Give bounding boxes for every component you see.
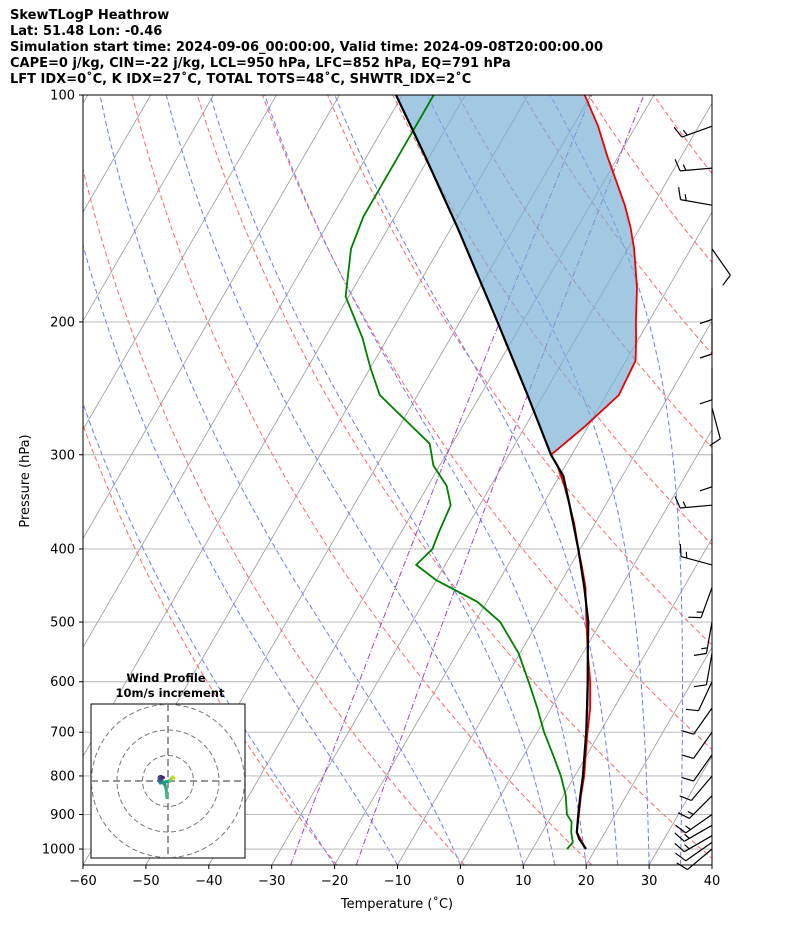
wind-barb — [675, 814, 713, 834]
dry-adiabat — [719, 95, 794, 865]
profile-lines — [344, 95, 638, 850]
x-tick-label: −50 — [132, 874, 159, 889]
cin-area — [396, 95, 637, 849]
wind-barb — [681, 731, 713, 759]
cin-shading — [396, 95, 637, 849]
chart-header: SkewTLogP Heathrow Lat: 51.48 Lon: -0.46… — [10, 8, 603, 88]
mixing-ratio-line — [290, 95, 593, 865]
wind-barb — [676, 848, 713, 871]
location-coordinates: Lat: 51.48 Lon: -0.46 — [10, 24, 163, 39]
hodograph-subtitle: 10m/s increment — [116, 686, 225, 700]
wind-barb — [677, 795, 713, 819]
x-tick-label: 30 — [641, 874, 658, 889]
hodograph-inset: Wind Profile 10m/s increment — [90, 671, 246, 859]
wind-barb — [709, 407, 721, 447]
x-tick-label: 40 — [704, 874, 721, 889]
wind-barb — [681, 707, 713, 735]
wind-barb — [675, 841, 713, 862]
wind-barb — [699, 322, 713, 359]
chart-title: SkewTLogP Heathrow — [10, 8, 170, 23]
wind-barb — [674, 159, 713, 172]
dry-adiabat — [131, 95, 593, 865]
isotherm-line — [522, 537, 712, 865]
isotherm-line — [83, 95, 277, 431]
wind-barb — [688, 587, 713, 619]
isotherm-line — [460, 428, 712, 865]
moist-adiabat — [264, 95, 587, 865]
moist-adiabat — [99, 95, 461, 865]
wind-barb — [711, 248, 731, 286]
wind-barb — [693, 653, 713, 688]
moist-adiabat — [83, 401, 336, 865]
isotherm-line — [711, 864, 712, 865]
moist-adiabat — [549, 95, 683, 865]
dry-adiabat — [83, 167, 465, 865]
y-tick-label: 300 — [50, 448, 75, 463]
y-tick-label: 500 — [50, 616, 75, 631]
y-tick-label: 1000 — [42, 843, 75, 858]
wind-barb — [693, 621, 713, 656]
dry-adiabat — [652, 95, 712, 175]
x-tick-label: −40 — [195, 874, 222, 889]
isotherm-line — [271, 102, 712, 865]
x-tick-label: 0 — [456, 874, 464, 889]
x-tick-label: 10 — [515, 874, 532, 889]
wind-barb — [679, 775, 713, 802]
wind-barb — [699, 287, 713, 325]
moist-adiabat — [83, 243, 398, 865]
wind-barb — [699, 454, 713, 492]
isotherm-line — [83, 95, 340, 540]
dry-adiabat — [327, 95, 712, 646]
wind-barb — [674, 835, 713, 853]
x-axis-label: Temperature (˚C) — [340, 896, 453, 912]
wind-barb — [674, 496, 713, 509]
dry-adiabat — [196, 95, 712, 860]
y-tick-label: 800 — [50, 769, 75, 784]
y-axis-ticks: 1000 900 800 700 600 500 400 300 200 100 — [42, 89, 83, 858]
y-tick-label: 200 — [50, 315, 75, 330]
wind-barb — [678, 187, 713, 206]
moist-adiabat — [209, 95, 556, 865]
wind-barb — [674, 824, 713, 842]
y-tick-label: 900 — [50, 808, 75, 823]
isotherm-line — [397, 320, 712, 865]
parcel-line — [395, 95, 590, 850]
y-tick-label: 700 — [50, 726, 75, 741]
dewpoint-line — [344, 95, 574, 850]
y-tick-label: 100 — [50, 89, 75, 104]
y-tick-label: 600 — [50, 675, 75, 690]
wind-barb — [673, 125, 713, 138]
wind-barb — [699, 367, 713, 405]
isotherm-line — [83, 95, 214, 322]
wind-barbs — [673, 125, 731, 871]
convective-parameters: CAPE=0 j/kg, CIN=-22 j/kg, LCL=950 hPa, … — [10, 56, 511, 71]
hodograph-ring — [91, 704, 245, 858]
wind-barb — [679, 543, 713, 566]
stability-indices: LFT IDX=0˚C, K IDX=27˚C, TOTAL TOTS=48˚C… — [10, 72, 472, 87]
x-tick-label: −30 — [258, 874, 285, 889]
wind-barb — [685, 681, 713, 712]
x-tick-label: −60 — [69, 874, 96, 889]
y-axis-label: Pressure (hPa) — [18, 434, 33, 527]
dry-adiabat — [83, 423, 338, 865]
y-tick-label: 400 — [50, 542, 75, 557]
isotherm-line — [83, 95, 89, 105]
isotherm-line — [334, 211, 712, 865]
isotherm-line — [585, 646, 712, 865]
mixing-ratio-line — [355, 95, 645, 865]
x-axis-ticks: −60 −50 −40 −30 −20 −10 0 10 20 30 40 — [69, 865, 720, 889]
x-tick-label: 20 — [578, 874, 595, 889]
simulation-times: Simulation start time: 2024-09-06_00:00:… — [10, 40, 603, 55]
wind-barb — [681, 754, 713, 782]
hodograph-segment — [171, 775, 176, 780]
isotherm-line — [648, 755, 712, 865]
isotherm-line — [83, 95, 403, 649]
x-tick-label: −20 — [321, 874, 348, 889]
dry-adiabat — [457, 95, 712, 449]
hodograph-title: Wind Profile — [126, 671, 206, 685]
x-tick-label: −10 — [384, 874, 411, 889]
